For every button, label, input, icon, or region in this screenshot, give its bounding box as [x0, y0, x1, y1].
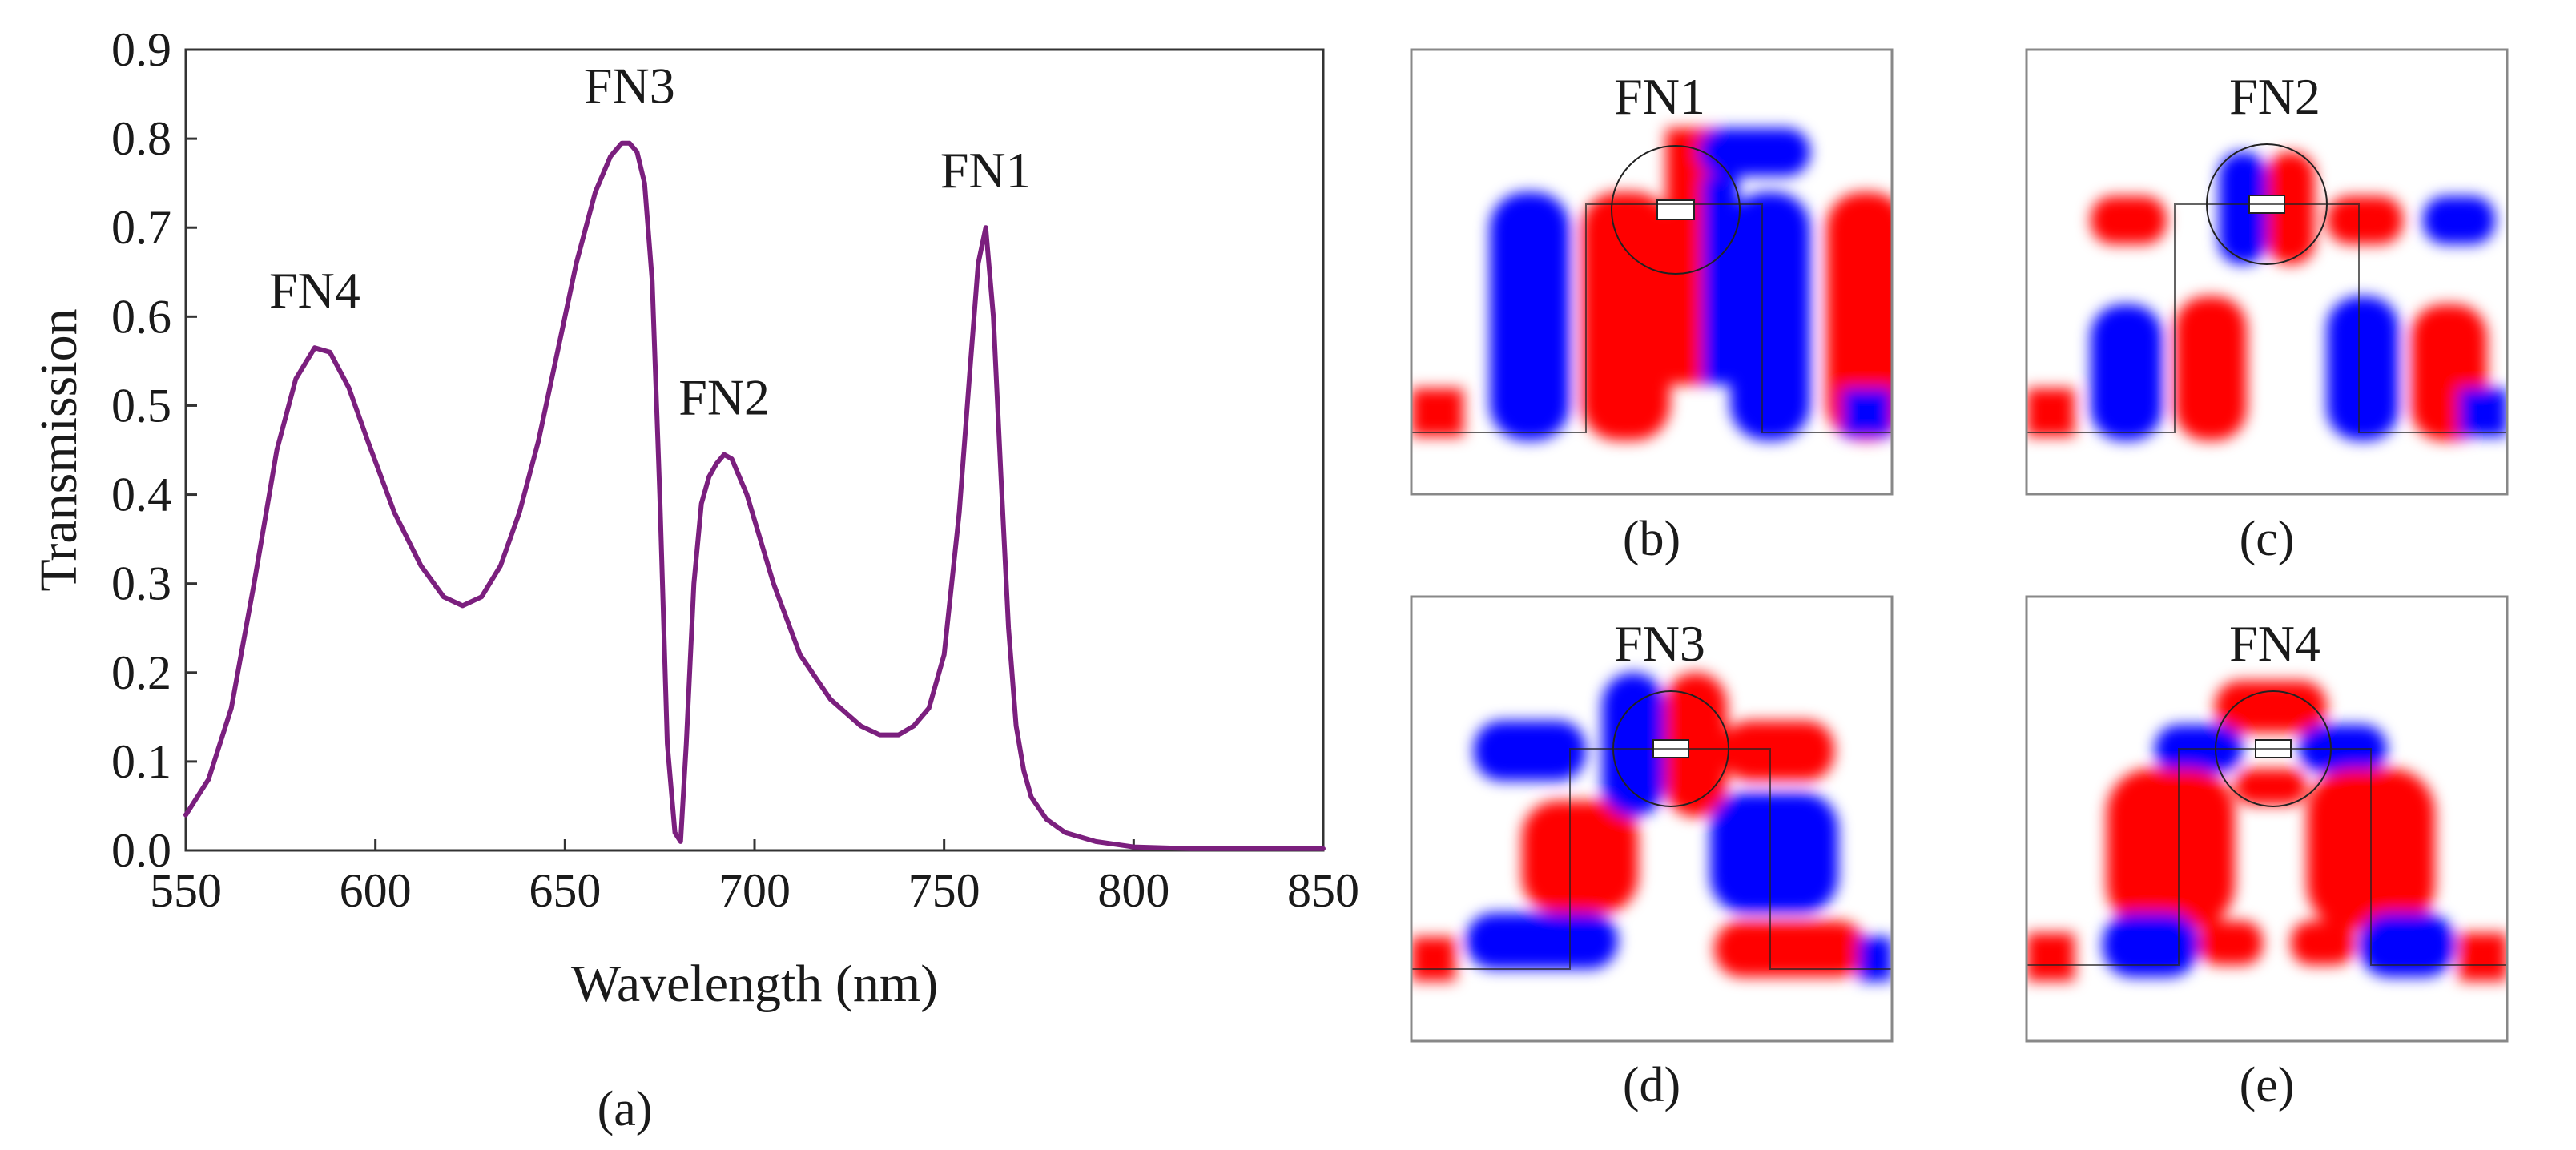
- y-tick-label: 0.7: [111, 201, 171, 254]
- x-axis-label: Wavelength (nm): [571, 955, 938, 1013]
- y-tick-label: 0.0: [111, 824, 171, 877]
- field-map-d-frame: [1410, 595, 1894, 1043]
- x-tick-label: 650: [529, 864, 601, 917]
- peak-label-fn3: FN3: [584, 58, 675, 115]
- peak-label-fn1: FN1: [940, 142, 1032, 199]
- field-map-c: FN2 (c): [2025, 48, 2509, 566]
- x-tick-label: 750: [908, 864, 980, 917]
- field-map-b: FN1 (b): [1410, 48, 1894, 566]
- field-map-e-frame: [2025, 595, 2509, 1043]
- field-map-d-label: FN3: [1614, 615, 1705, 672]
- plot-frame: [184, 48, 1325, 852]
- field-map-c-label: FN2: [2229, 68, 2320, 125]
- y-tick-label: 0.8: [111, 112, 171, 165]
- field-map-b-caption: (b): [1623, 512, 1680, 566]
- y-tick-label: 0.4: [111, 468, 171, 521]
- field-map-d: FN3 (d): [1410, 595, 1894, 1112]
- y-tick-label: 0.2: [111, 646, 171, 699]
- x-tick-label: 800: [1097, 864, 1169, 917]
- peak-label-fn2: FN2: [678, 369, 770, 426]
- x-tick-label: 700: [718, 864, 791, 917]
- y-axis-label: Transmission: [30, 308, 88, 591]
- peak-label-fn4: FN4: [269, 262, 360, 319]
- field-map-d-caption: (d): [1623, 1058, 1680, 1112]
- x-tick-label: 850: [1287, 864, 1359, 917]
- y-tick-label: 0.6: [111, 290, 171, 343]
- y-axis-ticks: 0.0 0.1 0.2 0.3 0.4 0.5 0.6 0.7 0.8 0.9: [111, 23, 197, 877]
- field-map-c-caption: (c): [2240, 512, 2295, 566]
- peak-annotations: FN4 FN3 FN2 FN1: [269, 58, 1032, 426]
- field-map-e: FN4 (e): [2025, 595, 2509, 1112]
- x-axis-ticks: 550 600 650 700 750 800 850: [150, 839, 1359, 917]
- x-tick-label: 600: [340, 864, 412, 917]
- transmission-line: [183, 140, 1326, 851]
- y-tick-label: 0.9: [111, 23, 171, 76]
- field-map-c-frame: [2025, 48, 2509, 496]
- y-tick-label: 0.3: [111, 557, 171, 610]
- field-map-b-label: FN1: [1614, 68, 1705, 125]
- y-tick-label: 0.1: [111, 735, 171, 788]
- spectrum-chart: 550 600 650 700 750 800 850 0.0 0.1 0.2 0.3 0.4 0.5…: [30, 23, 1359, 1136]
- x-tick-label: 550: [150, 864, 222, 917]
- field-map-e-caption: (e): [2240, 1058, 2295, 1112]
- field-map-e-label: FN4: [2229, 615, 2320, 672]
- field-map-b-frame: [1410, 48, 1894, 496]
- y-tick-label: 0.5: [111, 379, 171, 432]
- chart-caption: (a): [598, 1082, 653, 1136]
